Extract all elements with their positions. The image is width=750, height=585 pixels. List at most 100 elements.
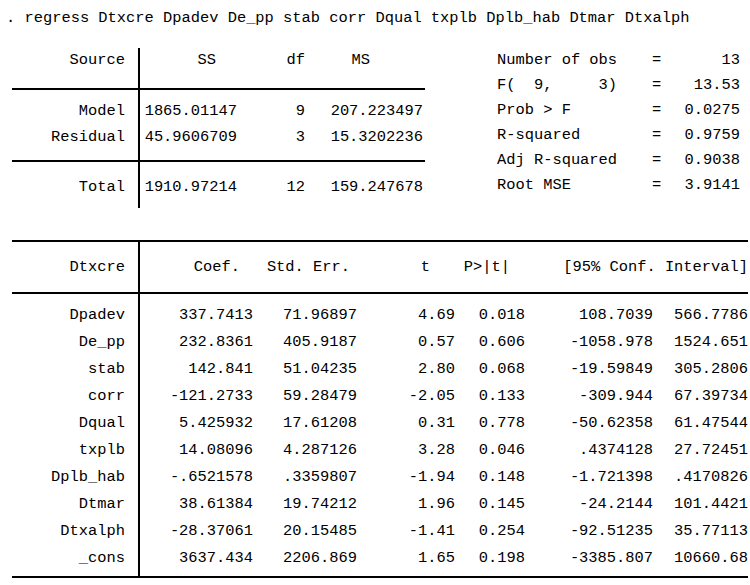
coef-row-variable: Dtmar — [12, 491, 138, 518]
std-err-value: 405.9187 — [253, 329, 357, 356]
coef-row-variable: corr — [12, 383, 138, 410]
t-value: -1.94 — [357, 464, 455, 491]
stat-value: 0.9038 — [661, 148, 740, 173]
coef-value: 38.61384 — [138, 491, 253, 518]
anova-model-label: Model — [12, 98, 138, 124]
table-row: Dtmar 38.61384 19.74212 1.96 0.145 -24.2… — [12, 491, 748, 518]
table-row: txplb 14.08096 4.287126 3.28 0.046 .4374… — [12, 437, 748, 464]
coef-value: -28.37061 — [138, 518, 253, 545]
t-value: 0.31 — [357, 410, 455, 437]
stat-label: Root MSE — [497, 173, 652, 198]
stat-label: F( 9, 3) — [497, 73, 652, 98]
p-value: 0.606 — [455, 329, 525, 356]
table-row: corr -121.2733 59.28479 -2.05 0.133 -309… — [12, 383, 748, 410]
anova-vertical-rule — [138, 48, 140, 208]
p-value: 0.068 — [455, 356, 525, 383]
anova-table: Source SS df MS Model 1865.01147 9 207.2… — [12, 48, 425, 208]
p-value: 0.145 — [455, 491, 525, 518]
equals-sign: = — [652, 98, 661, 123]
anova-total-label: Total — [12, 174, 138, 200]
t-value: 3.28 — [357, 437, 455, 464]
std-err-value: 71.96897 — [253, 302, 357, 329]
coef-value: 5.425932 — [138, 410, 253, 437]
table-row: stab 142.841 51.04235 2.80 0.068 -19.598… — [12, 356, 748, 383]
coef-row-variable: stab — [12, 356, 138, 383]
coef-row-variable: Dtxalph — [12, 518, 138, 545]
table-row: Model 1865.01147 9 207.223497 — [12, 98, 425, 124]
stat-label: R-squared — [497, 123, 652, 148]
ci-high-value: 27.72451 — [653, 437, 748, 464]
coef-header-p: P>|t| — [455, 242, 525, 292]
anova-header-row: Source SS df MS — [12, 48, 425, 88]
std-err-value: 51.04235 — [253, 356, 357, 383]
anova-residual-label: Residual — [12, 124, 138, 150]
ci-high-value: .4170826 — [653, 464, 748, 491]
ci-high-value: 305.2806 — [653, 356, 748, 383]
anova-residual-ss: 45.9606709 — [138, 124, 237, 150]
anova-model-ms: 207.223497 — [305, 98, 425, 124]
table-row: Total 1910.97214 12 159.247678 — [12, 162, 425, 208]
stat-value: 0.9759 — [661, 123, 740, 148]
std-err-value: 17.61208 — [253, 410, 357, 437]
ci-low-value: -92.51235 — [525, 518, 653, 545]
anova-total-df: 12 — [237, 174, 305, 200]
anova-header-source: Source — [12, 48, 138, 88]
ci-low-value: -24.2144 — [525, 491, 653, 518]
coef-row-variable: txplb — [12, 437, 138, 464]
stat-adj-r-squared: Adj R-squared=0.9038 — [497, 148, 740, 173]
ci-low-value: -3385.807 — [525, 545, 653, 572]
ci-low-value: -19.59849 — [525, 356, 653, 383]
coef-body: Dpadev 337.7413 71.96897 4.69 0.018 108.… — [12, 294, 748, 576]
coef-vertical-rule — [138, 242, 140, 576]
coef-bottom-rule — [12, 576, 748, 578]
coef-row-variable: De_pp — [12, 329, 138, 356]
coef-row-variable: Dpadev — [12, 302, 138, 329]
t-value: 1.65 — [357, 545, 455, 572]
coef-value: 337.7413 — [138, 302, 253, 329]
ci-low-value: -1058.978 — [525, 329, 653, 356]
ci-low-value: -309.944 — [525, 383, 653, 410]
model-summary-stats: Number of obs=13 F( 9, 3)=13.53 Prob > F… — [497, 48, 740, 198]
stat-label: Number of obs — [497, 48, 652, 73]
t-value: 2.80 — [357, 356, 455, 383]
p-value: 0.198 — [455, 545, 525, 572]
t-value: 0.57 — [357, 329, 455, 356]
table-row: Residual 45.9606709 3 15.3202236 — [12, 124, 425, 150]
stat-prob-f: Prob > F=0.0275 — [497, 98, 740, 123]
t-value: -1.41 — [357, 518, 455, 545]
equals-sign: = — [652, 73, 661, 98]
table-row: De_pp 232.8361 405.9187 0.57 0.606 -1058… — [12, 329, 748, 356]
p-value: 0.046 — [455, 437, 525, 464]
t-value: 4.69 — [357, 302, 455, 329]
coef-header-t: t — [357, 242, 455, 292]
coef-value: 14.08096 — [138, 437, 253, 464]
anova-model-ss: 1865.01147 — [138, 98, 237, 124]
equals-sign: = — [652, 48, 661, 73]
equals-sign: = — [652, 123, 661, 148]
regress-command-line: . regress Dtxcre Dpadev De_pp stab corr … — [6, 8, 689, 28]
ci-low-value: -50.62358 — [525, 410, 653, 437]
coef-header-coef: Coef. — [138, 242, 253, 292]
coef-row-variable: Dqual — [12, 410, 138, 437]
ci-high-value: 61.47544 — [653, 410, 748, 437]
coef-value: -.6521578 — [138, 464, 253, 491]
anova-residual-df: 3 — [237, 124, 305, 150]
equals-sign: = — [652, 173, 661, 198]
ci-high-value: 566.7786 — [653, 302, 748, 329]
p-value: 0.148 — [455, 464, 525, 491]
coef-value: 3637.434 — [138, 545, 253, 572]
std-err-value: 20.15485 — [253, 518, 357, 545]
stat-label: Prob > F — [497, 98, 652, 123]
coef-header-depvar: Dtxcre — [12, 242, 138, 292]
stat-value: 3.9141 — [661, 173, 740, 198]
anova-residual-ms: 15.3202236 — [305, 124, 425, 150]
anova-header-ss: SS — [138, 48, 237, 88]
equals-sign: = — [652, 148, 661, 173]
stat-root-mse: Root MSE=3.9141 — [497, 173, 740, 198]
table-row: _cons 3637.434 2206.869 1.65 0.198 -3385… — [12, 545, 748, 572]
stat-label: Adj R-squared — [497, 148, 652, 173]
table-row: Dpadev 337.7413 71.96897 4.69 0.018 108.… — [12, 302, 748, 329]
coef-value: -121.2733 — [138, 383, 253, 410]
stat-value: 0.0275 — [661, 98, 740, 123]
table-row: Dtxalph -28.37061 20.15485 -1.41 0.254 -… — [12, 518, 748, 545]
